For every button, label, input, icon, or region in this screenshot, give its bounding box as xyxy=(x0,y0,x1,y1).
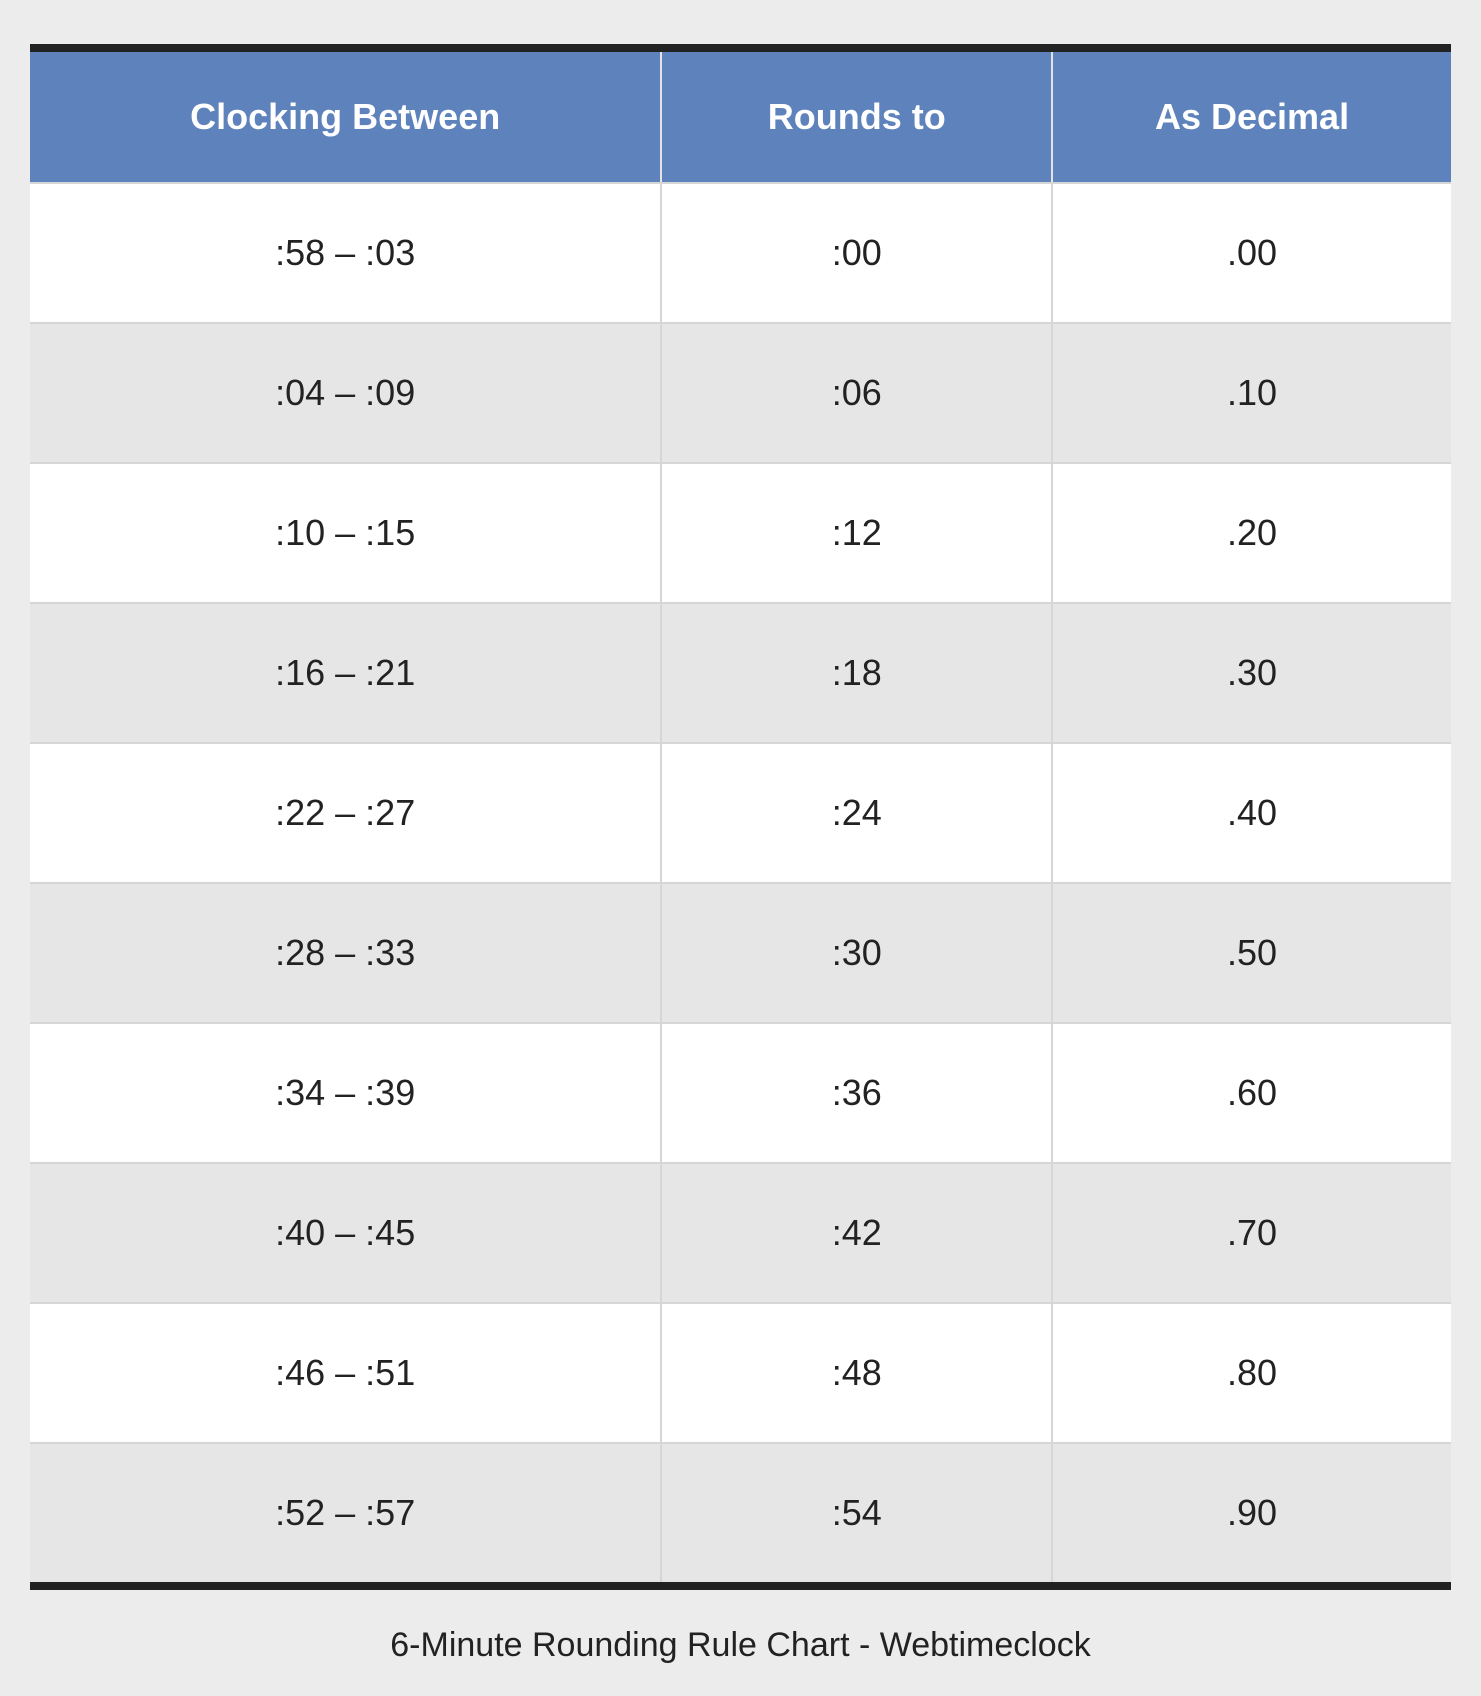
cell-as-decimal: .00 xyxy=(1053,184,1451,322)
table-row: :34 – :39 :36 .60 xyxy=(30,1022,1451,1162)
table-row: :46 – :51 :48 .80 xyxy=(30,1302,1451,1442)
table-row: :28 – :33 :30 .50 xyxy=(30,882,1451,1022)
cell-clocking-between: :40 – :45 xyxy=(30,1164,662,1302)
cell-rounds-to: :30 xyxy=(662,884,1053,1022)
table-row: :04 – :09 :06 .10 xyxy=(30,322,1451,462)
rounding-table: Clocking Between Rounds to As Decimal :5… xyxy=(30,44,1451,1590)
table-row: :40 – :45 :42 .70 xyxy=(30,1162,1451,1302)
cell-as-decimal: .20 xyxy=(1053,464,1451,602)
cell-as-decimal: .90 xyxy=(1053,1444,1451,1582)
table-header-clocking-between: Clocking Between xyxy=(30,52,662,182)
cell-as-decimal: .70 xyxy=(1053,1164,1451,1302)
cell-rounds-to: :48 xyxy=(662,1304,1053,1442)
page: Clocking Between Rounds to As Decimal :5… xyxy=(0,0,1481,1695)
table-row: :52 – :57 :54 .90 xyxy=(30,1442,1451,1582)
cell-rounds-to: :00 xyxy=(662,184,1053,322)
table-header-row: Clocking Between Rounds to As Decimal xyxy=(30,52,1451,182)
cell-as-decimal: .30 xyxy=(1053,604,1451,742)
cell-clocking-between: :58 – :03 xyxy=(30,184,662,322)
cell-as-decimal: .50 xyxy=(1053,884,1451,1022)
cell-rounds-to: :54 xyxy=(662,1444,1053,1582)
cell-clocking-between: :52 – :57 xyxy=(30,1444,662,1582)
cell-clocking-between: :34 – :39 xyxy=(30,1024,662,1162)
cell-as-decimal: .10 xyxy=(1053,324,1451,462)
cell-as-decimal: .80 xyxy=(1053,1304,1451,1442)
cell-clocking-between: :46 – :51 xyxy=(30,1304,662,1442)
table-header-as-decimal: As Decimal xyxy=(1053,52,1451,182)
table-header-rounds-to: Rounds to xyxy=(662,52,1053,182)
cell-rounds-to: :12 xyxy=(662,464,1053,602)
cell-rounds-to: :18 xyxy=(662,604,1053,742)
cell-rounds-to: :06 xyxy=(662,324,1053,462)
cell-as-decimal: .60 xyxy=(1053,1024,1451,1162)
cell-clocking-between: :22 – :27 xyxy=(30,744,662,882)
table-row: :22 – :27 :24 .40 xyxy=(30,742,1451,882)
cell-clocking-between: :10 – :15 xyxy=(30,464,662,602)
cell-rounds-to: :42 xyxy=(662,1164,1053,1302)
cell-clocking-between: :04 – :09 xyxy=(30,324,662,462)
table-caption: 6-Minute Rounding Rule Chart - Webtimecl… xyxy=(30,1590,1451,1665)
table-row: :10 – :15 :12 .20 xyxy=(30,462,1451,602)
cell-as-decimal: .40 xyxy=(1053,744,1451,882)
cell-clocking-between: :16 – :21 xyxy=(30,604,662,742)
table-row: :16 – :21 :18 .30 xyxy=(30,602,1451,742)
table-row: :58 – :03 :00 .00 xyxy=(30,182,1451,322)
cell-clocking-between: :28 – :33 xyxy=(30,884,662,1022)
cell-rounds-to: :36 xyxy=(662,1024,1053,1162)
cell-rounds-to: :24 xyxy=(662,744,1053,882)
